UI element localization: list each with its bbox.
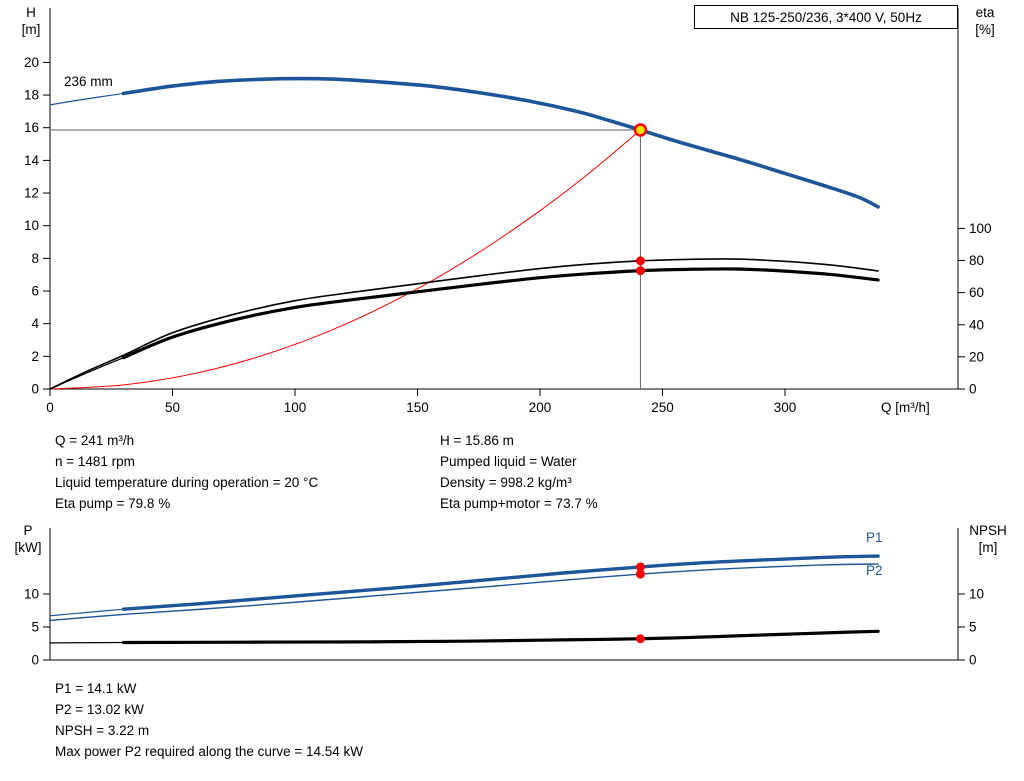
svg-text:60: 60: [969, 285, 984, 300]
p-axis-unit: [kW]: [14, 540, 42, 555]
npsh-axis-unit: [m]: [978, 540, 998, 555]
svg-text:20: 20: [24, 55, 39, 70]
svg-text:8: 8: [31, 251, 39, 266]
svg-text:0: 0: [31, 653, 39, 668]
info-line-temperature: Liquid temperature during operation = 20…: [55, 475, 319, 490]
h-axis-symbol: H: [26, 5, 36, 20]
p-axis-label: P [kW]: [6, 522, 50, 556]
power-npsh-chart: 0 5 10 0 5 10: [24, 528, 984, 668]
svg-text:4: 4: [31, 316, 39, 331]
info-line-max-power: Max power P2 required along the curve = …: [55, 744, 364, 759]
svg-text:16: 16: [24, 120, 39, 135]
svg-text:2: 2: [31, 349, 39, 364]
svg-text:250: 250: [651, 400, 674, 415]
svg-text:150: 150: [406, 400, 429, 415]
q-axis-label: Q [m³/h]: [881, 400, 930, 415]
info-line-eta-pump: Eta pump = 79.8 %: [55, 496, 171, 511]
svg-text:20: 20: [969, 349, 984, 364]
info-line-q: Q = 241 m³/h: [55, 433, 135, 448]
npsh-axis-symbol: NPSH: [969, 523, 1007, 538]
svg-text:50: 50: [165, 400, 180, 415]
eta-axis-label: eta [%]: [962, 4, 1008, 38]
svg-text:10: 10: [969, 587, 984, 602]
svg-text:0: 0: [969, 382, 977, 397]
svg-text:100: 100: [284, 400, 307, 415]
operating-point-info-left: Q = 241 m³/h n = 1481 rpm Liquid tempera…: [55, 430, 318, 514]
h-axis-label: H [m]: [10, 4, 52, 38]
p-axis-symbol: P: [23, 523, 33, 538]
svg-text:5: 5: [969, 620, 977, 635]
svg-text:40: 40: [969, 317, 984, 332]
svg-text:10: 10: [24, 587, 39, 602]
info-line-eta-pump-motor: Eta pump+motor = 73.7 %: [440, 496, 598, 511]
svg-text:0: 0: [46, 400, 54, 415]
svg-text:14: 14: [24, 153, 40, 168]
svg-text:0: 0: [969, 653, 977, 668]
impeller-diameter-label: 236 mm: [64, 74, 113, 89]
svg-text:12: 12: [24, 186, 39, 201]
svg-text:18: 18: [24, 88, 39, 103]
svg-text:0: 0: [31, 382, 39, 397]
power-info-block: P1 = 14.1 kW P2 = 13.02 kW NPSH = 3.22 m…: [55, 678, 363, 762]
info-line-density: Density = 998.2 kg/m³: [440, 475, 572, 490]
svg-text:10: 10: [24, 218, 39, 233]
pump-title-box: NB 125-250/236, 3*400 V, 50Hz: [694, 5, 958, 29]
svg-text:100: 100: [969, 221, 992, 236]
svg-text:80: 80: [969, 253, 984, 268]
svg-text:5: 5: [31, 620, 39, 635]
npsh-axis-label: NPSH [m]: [960, 522, 1016, 556]
eta-axis-unit: [%]: [975, 22, 995, 37]
p1-curve-label: P1: [866, 530, 883, 545]
svg-text:200: 200: [529, 400, 552, 415]
info-line-h: H = 15.86 m: [440, 433, 514, 448]
p2-curve-label: P2: [866, 563, 883, 578]
operating-point-info-right: H = 15.86 m Pumped liquid = Water Densit…: [440, 430, 598, 514]
svg-text:6: 6: [31, 284, 39, 299]
info-line-p2: P2 = 13.02 kW: [55, 702, 144, 717]
info-line-p1: P1 = 14.1 kW: [55, 681, 137, 696]
info-line-liquid: Pumped liquid = Water: [440, 454, 577, 469]
info-line-npsh: NPSH = 3.22 m: [55, 723, 150, 738]
info-line-n: n = 1481 rpm: [55, 454, 135, 469]
eta-axis-symbol: eta: [975, 5, 995, 20]
h-axis-unit: [m]: [21, 22, 41, 37]
svg-text:300: 300: [774, 400, 797, 415]
